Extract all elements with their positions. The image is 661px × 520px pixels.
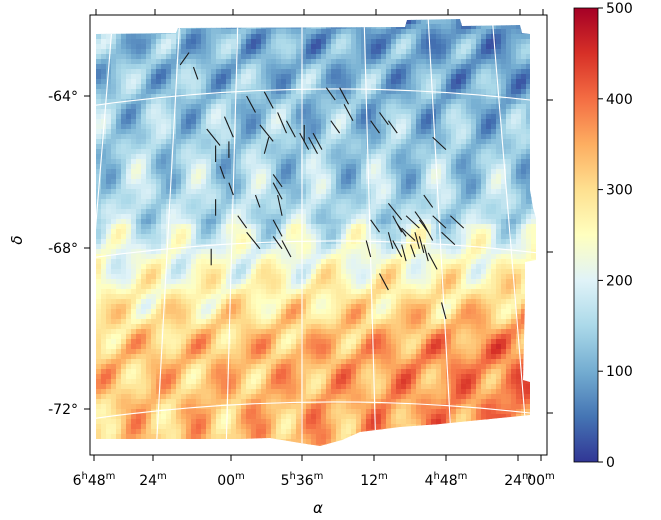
polarization-vector-11 xyxy=(308,136,318,155)
colorbar-tick-label-2: 200 xyxy=(606,273,633,289)
colorbar-ticks: 0 100 200 300 400 500 xyxy=(598,1,633,471)
x-tick-label-0: 6h48m xyxy=(73,471,116,489)
polarization-vector-0 xyxy=(179,52,190,66)
colorbar-tick-label-4: 400 xyxy=(606,92,633,108)
polarization-vector-12 xyxy=(312,132,323,150)
x-tick-label-6: 24m xyxy=(504,471,532,489)
polarization-vector-58 xyxy=(370,219,380,233)
polarization-vector-5 xyxy=(223,116,234,138)
y-axis-label: δ xyxy=(8,235,26,244)
colorbar-tick-label-5: 500 xyxy=(606,1,633,17)
polarization-vector-28 xyxy=(277,194,283,216)
polarization-vector-2 xyxy=(246,95,256,113)
polarization-vector-49 xyxy=(392,240,403,258)
polarization-vector-21 xyxy=(263,137,270,154)
y-tick-label-1: -68° xyxy=(48,241,78,257)
polarization-vector-17 xyxy=(370,120,380,134)
polarization-vector-37 xyxy=(387,202,403,221)
polarization-vector-8 xyxy=(286,120,296,138)
coordinate-grid xyxy=(96,19,536,446)
polarization-vector-32 xyxy=(246,231,261,250)
x-tick-label-7: 00m xyxy=(527,471,555,489)
polarization-vector-19 xyxy=(387,120,398,134)
polarization-vector-59 xyxy=(365,240,372,258)
polarization-vector-51 xyxy=(418,236,425,254)
polarization-vector-47 xyxy=(450,215,465,229)
polarization-vector-57 xyxy=(423,194,434,208)
polarization-vector-42 xyxy=(414,211,425,225)
polarization-vectors xyxy=(179,52,465,320)
polarization-vector-55 xyxy=(410,244,416,258)
polarization-vector-60 xyxy=(441,302,447,320)
colorbar: 0 100 200 300 400 500 xyxy=(573,1,633,471)
polarization-vector-25 xyxy=(228,182,234,196)
polarization-vector-53 xyxy=(427,252,438,270)
polarization-vector-46 xyxy=(441,231,456,246)
polarization-vector-3 xyxy=(263,91,274,109)
polarization-vector-39 xyxy=(396,223,407,237)
x-tick-label-3: 5h36m xyxy=(281,471,324,489)
colorbar-tick-label-3: 300 xyxy=(606,183,633,199)
polarization-vector-31 xyxy=(237,215,248,229)
x-axis-label: α xyxy=(313,499,323,517)
colorbar-tick-label-1: 100 xyxy=(606,364,633,380)
polarization-vector-48 xyxy=(387,232,394,249)
polarization-vector-45 xyxy=(432,215,447,229)
axis-ticks xyxy=(84,9,553,461)
polarization-vector-13 xyxy=(330,120,341,134)
x-tick-label-1: 24m xyxy=(139,471,167,489)
colorbar-bar xyxy=(573,7,599,463)
map-data-region xyxy=(96,19,536,446)
polarization-vector-18 xyxy=(379,112,389,126)
polarization-vector-24 xyxy=(219,165,225,179)
polarization-vector-4 xyxy=(206,128,221,146)
polarization-vector-7 xyxy=(277,112,287,134)
polarization-vector-35 xyxy=(281,240,292,258)
polarization-vector-27 xyxy=(272,182,283,200)
polarization-vector-26 xyxy=(272,174,283,188)
colorbar-tick-label-0: 0 xyxy=(606,455,615,471)
polarization-vector-44 xyxy=(423,223,434,241)
y-tick-label-0: -64° xyxy=(48,89,78,105)
polarization-vector-41 xyxy=(405,215,420,229)
polarization-vector-6 xyxy=(259,124,274,142)
x-tick-label-4: 12m xyxy=(360,471,388,489)
polarization-vector-50 xyxy=(401,244,407,262)
polarization-vector-15 xyxy=(339,87,349,105)
polarization-vector-33 xyxy=(272,219,283,237)
polarization-vector-14 xyxy=(325,87,336,101)
plot-frame xyxy=(89,14,548,456)
polarization-vector-29 xyxy=(254,194,261,208)
x-tick-label-2: 00m xyxy=(217,471,245,489)
polarization-vector-54 xyxy=(379,273,389,291)
x-tick-label-5: 4h48m xyxy=(425,471,468,489)
polarization-vector-52 xyxy=(423,244,429,262)
polarization-vector-20 xyxy=(432,136,447,151)
y-tick-label-2: -72° xyxy=(48,402,78,418)
polarization-vector-34 xyxy=(272,236,283,250)
polarization-vector-1 xyxy=(192,66,199,80)
polarization-vector-40 xyxy=(401,227,416,241)
heatmap-cells xyxy=(96,19,536,446)
polarization-vector-16 xyxy=(343,103,354,121)
polarization-vector-56 xyxy=(414,232,420,249)
y-tick-labels: -64° -68° -72° xyxy=(48,89,78,418)
